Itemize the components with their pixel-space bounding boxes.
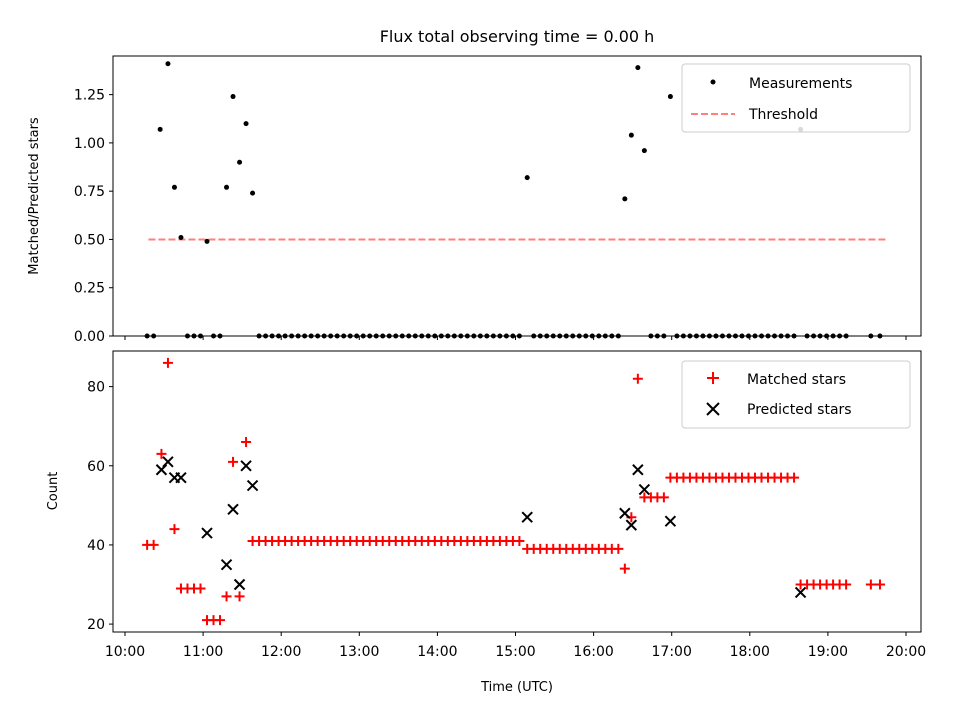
matched-stars-point	[514, 535, 525, 546]
measurement-point	[178, 235, 184, 241]
measurement-point	[641, 148, 647, 154]
legend-predicted-stars-marker	[706, 402, 720, 416]
top-y-tick-label: 0.75	[74, 184, 105, 200]
predicted-stars-point	[638, 483, 651, 496]
predicted-stars-point	[227, 503, 239, 516]
bottom-y-tick-label: 60	[87, 459, 105, 475]
bottom-legend: Matched stars Predicted stars	[681, 360, 911, 429]
top-chart-title: Flux total observing time = 0.00 h	[380, 27, 655, 46]
matched-stars-point	[619, 563, 630, 574]
matched-stars-point	[215, 615, 226, 626]
bottom-x-tick-label: 10:00	[105, 644, 145, 660]
predicted-stars-point	[162, 456, 174, 468]
matched-stars-point	[241, 437, 252, 448]
bottom-legend-frame	[681, 360, 911, 429]
measurement-point	[237, 159, 243, 165]
top-legend: Measurements Threshold	[681, 63, 911, 133]
matched-stars-point	[148, 539, 159, 550]
measurement-point	[204, 238, 210, 244]
matched-stars-point	[658, 492, 669, 503]
bottom-x-tick-label: 19:00	[808, 644, 848, 660]
measurement-point	[157, 126, 163, 132]
predicted-stars-point	[246, 479, 259, 492]
bottom-x-tick-label: 11:00	[183, 644, 223, 660]
matched-stars-point	[221, 591, 232, 602]
top-chart: 0.00 0.25 0.50 0.75 1.00 1.25	[74, 55, 922, 345]
measurement-point	[628, 132, 634, 138]
bottom-x-tick-label: 15:00	[495, 644, 535, 660]
top-y-tick-label: 0.50	[74, 232, 105, 248]
top-y-tick-label: 0.00	[74, 329, 105, 345]
predicted-stars-point	[175, 471, 187, 484]
top-y-tick-label: 0.25	[74, 281, 105, 297]
matched-stars-point	[162, 357, 173, 368]
bottom-x-tick-label: 13:00	[339, 644, 379, 660]
matched-stars-point	[613, 543, 624, 554]
bottom-x-tick-label: 18:00	[730, 644, 770, 660]
predicted-stars-point	[794, 586, 807, 599]
bottom-y-tick-label: 40	[87, 538, 105, 554]
predicted-stars-point	[664, 515, 677, 527]
predicted-stars-point	[625, 519, 638, 531]
bottom-y-tick-label: 20	[87, 617, 105, 633]
bottom-plot-frame	[112, 350, 922, 633]
legend-matched-stars-marker	[707, 372, 719, 384]
measurement-point	[635, 65, 641, 71]
predicted-stars-point	[201, 527, 213, 539]
matched-stars-point	[841, 579, 852, 590]
bottom-x-axis-label: Time (UTC)	[480, 680, 553, 695]
legend-predicted-stars-label: Predicted stars	[747, 402, 852, 418]
matched-stars-point	[195, 583, 206, 594]
top-y-tick-label: 1.00	[74, 136, 105, 152]
matched-stars-point	[234, 591, 245, 602]
predicted-stars-point	[233, 578, 246, 591]
measurement-point	[667, 94, 673, 100]
matched-stars-point	[156, 448, 167, 459]
predicted-stars-point	[220, 559, 233, 571]
measurement-point	[250, 190, 256, 196]
bottom-y-tick-label: 80	[87, 380, 105, 396]
legend-measurements-label: Measurements	[749, 76, 852, 92]
bottom-x-tick-label: 17:00	[652, 644, 692, 660]
measurement-point	[622, 196, 628, 202]
measurement-point	[230, 94, 236, 100]
top-y-tick-label: 1.25	[74, 88, 105, 104]
legend-matched-stars-label: Matched stars	[747, 372, 846, 388]
top-legend-frame	[681, 63, 911, 133]
predicted-stars-point	[521, 511, 533, 523]
legend-threshold-label: Threshold	[748, 107, 818, 123]
bottom-x-tick-label: 16:00	[573, 644, 613, 660]
predicted-stars-point	[632, 464, 644, 476]
measurement-point	[524, 175, 530, 181]
matched-stars-point	[169, 524, 180, 535]
matched-stars-point	[228, 456, 239, 467]
top-y-axis-label: Matched/Predicted stars	[27, 117, 42, 275]
measurement-point	[171, 184, 177, 190]
matched-stars-point	[865, 579, 876, 590]
measurement-point	[224, 184, 230, 190]
predicted-stars-point	[240, 460, 252, 472]
legend-measurements-marker	[710, 79, 716, 85]
bottom-x-tick-label: 12:00	[261, 644, 301, 660]
predicted-stars-point	[619, 507, 631, 519]
bottom-chart: 20 40 60 80 10:00 11:00 12:00 13:00 14:00 15:00 16…	[87, 350, 926, 660]
top-plot-frame	[112, 55, 922, 337]
measurement-point	[165, 61, 171, 67]
bottom-y-axis-label: Count	[46, 472, 61, 511]
bottom-x-tick-label: 14:00	[417, 644, 457, 660]
measurement-point	[243, 121, 249, 127]
bottom-x-tick-label: 20:00	[886, 644, 926, 660]
matched-stars-point	[789, 472, 800, 483]
matched-stars-point	[874, 579, 885, 590]
matched-stars-point	[632, 373, 643, 384]
